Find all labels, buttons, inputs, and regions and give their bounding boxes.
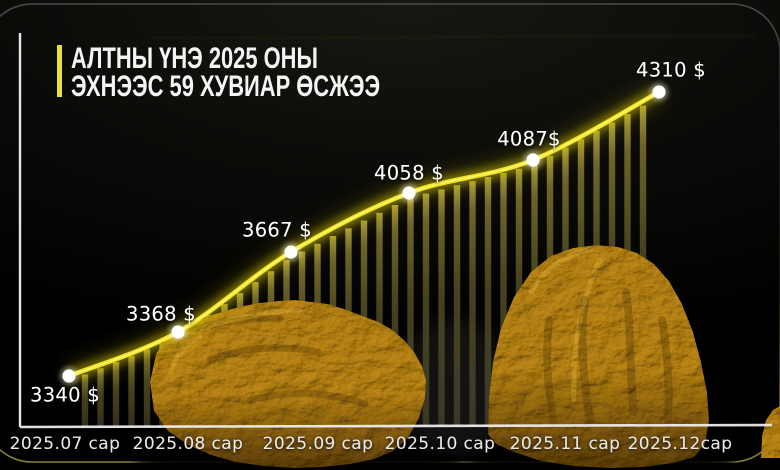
title-line-1: АЛТНЫ ҮНЭ 2025 ОНЫ (71, 42, 318, 75)
stripe-bar (391, 205, 399, 426)
data-point-marker (284, 245, 298, 259)
x-axis-line (19, 423, 773, 429)
x-axis-label: 2025.11 cap (510, 434, 621, 454)
gold-nugget-right-image (488, 245, 709, 468)
point-value-label: 3368 $ (126, 303, 196, 326)
data-point-marker (171, 325, 185, 339)
point-value-label: 4058 $ (374, 162, 444, 185)
stripe-bar (143, 349, 151, 426)
gold-nugget-small-image (761, 406, 780, 458)
title-line-2: ЭХНЭЭС 59 ХУВИАР ӨСЖЭЭ (71, 70, 381, 103)
x-axis-label: 2025.10 cap (385, 434, 496, 454)
stripe-bar (469, 181, 476, 426)
stripe-bar (453, 185, 461, 426)
data-point-marker (652, 85, 666, 99)
stripe-bar (128, 355, 135, 426)
point-value-label: 4087$ (497, 128, 561, 151)
value-labels: 3340 $ 3368 $ 3667 $ 4058 $ 4087$ 4310 $ (30, 59, 706, 407)
x-axis-labels: 2025.07 cap 2025.08 cap 2025.09 cap 2025.10… (10, 434, 733, 454)
stripe-bar (97, 368, 104, 426)
stripe-bar (376, 212, 383, 427)
title-accent-bar (57, 45, 62, 97)
point-value-label: 3667 $ (242, 219, 312, 242)
x-axis-label: 2025.09 cap (263, 434, 374, 454)
stripe-bar (438, 189, 445, 426)
chart-title: АЛТНЫ ҮНЭ 2025 ОНЫ ЭХНЭЭС 59 ХУВИАР ӨСЖЭ… (71, 42, 381, 103)
data-point-marker (62, 369, 76, 383)
point-value-label: 3340 $ (30, 384, 100, 407)
stripe-bar (500, 172, 507, 426)
x-axis-label: 2025.07 cap (10, 434, 121, 454)
data-points (59, 82, 669, 386)
point-value-label: 4310 $ (636, 59, 706, 82)
chart-axes (18, 33, 773, 429)
ambient-haze (397, 320, 513, 456)
x-axis-label: 2025.12cap (628, 434, 733, 454)
stripe-bar (484, 177, 492, 426)
stripe-bar (112, 362, 120, 426)
data-point-marker (402, 186, 416, 200)
data-point-marker (526, 153, 540, 167)
x-axis-label: 2025.08 cap (133, 434, 244, 454)
stripe-bar (81, 374, 89, 426)
background-horizon-line (149, 35, 757, 39)
stripe-bar (407, 197, 414, 426)
stripe-bar (422, 193, 430, 426)
chart-title-block: АЛТНЫ ҮНЭ 2025 ОНЫ ЭХНЭЭС 59 ХУВИАР ӨСЖЭ… (57, 42, 494, 103)
